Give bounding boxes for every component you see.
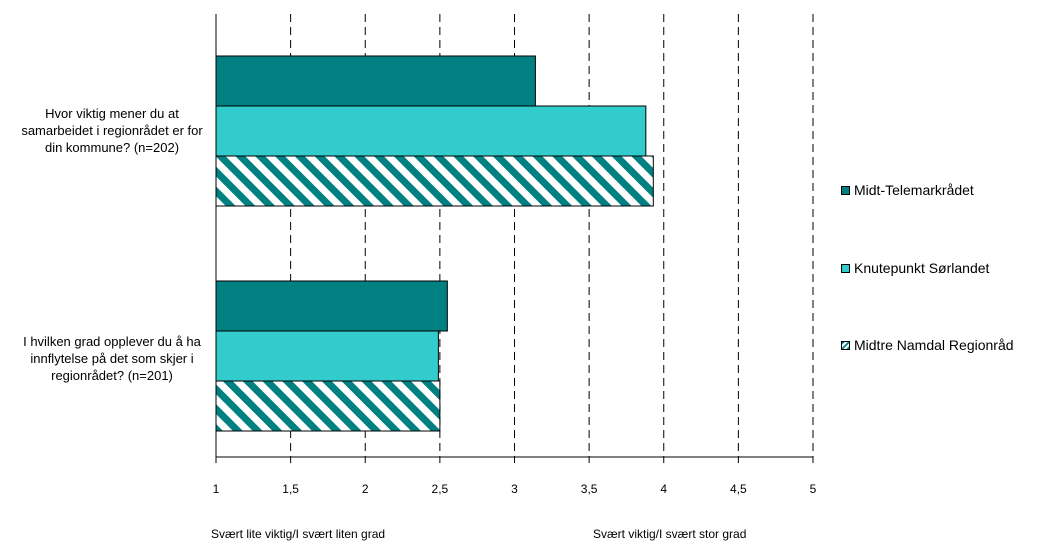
x-tick-label: 5 bbox=[810, 482, 817, 496]
x-tick-label: 3,5 bbox=[581, 482, 598, 496]
legend-label: Knutepunkt Sørlandet bbox=[854, 260, 990, 276]
legend-item-knutepunkt: Knutepunkt Sørlandet bbox=[841, 260, 989, 276]
x-tick-label: 4,5 bbox=[730, 482, 747, 496]
legend-label: Midt-Telemarkrådet bbox=[854, 182, 974, 198]
category-label-1: Hvor viktig mener du at samarbeidet i re… bbox=[21, 106, 203, 155]
legend-label: Midtre Namdal Regionråd bbox=[854, 337, 1014, 353]
legend-swatch-striped-icon bbox=[841, 340, 850, 350]
x-tick-label: 1 bbox=[213, 482, 220, 496]
legend-item-midtre-namdal: Midtre Namdal Regionråd bbox=[841, 337, 1014, 353]
bar bbox=[215, 55, 536, 107]
x-tick-label: 4 bbox=[660, 482, 667, 496]
axis-note-low: Svært lite viktig/I svært liten grad bbox=[211, 527, 386, 541]
bar bbox=[215, 280, 448, 332]
category-label-2: I hvilken grad opplever du å ha innflyte… bbox=[23, 334, 201, 383]
legend-swatch-solid-icon bbox=[841, 263, 850, 273]
bars bbox=[215, 55, 654, 432]
x-axis: 1 1,5 2 2,5 3 3,5 4 4,5 5 bbox=[213, 14, 817, 496]
bar bbox=[215, 380, 441, 432]
legend-item-midt-telemark: Midt-Telemarkrådet bbox=[841, 182, 974, 198]
legend-swatch-solid-icon bbox=[841, 185, 850, 195]
x-tick-label: 1,5 bbox=[282, 482, 299, 496]
x-tick-label: 2 bbox=[362, 482, 369, 496]
x-tick-label: 3 bbox=[511, 482, 518, 496]
x-tick-label: 2,5 bbox=[432, 482, 449, 496]
bar bbox=[215, 330, 439, 382]
bar bbox=[215, 155, 654, 207]
bar bbox=[215, 105, 647, 157]
axis-note-high: Svært viktig/I svært stor grad bbox=[593, 527, 747, 541]
